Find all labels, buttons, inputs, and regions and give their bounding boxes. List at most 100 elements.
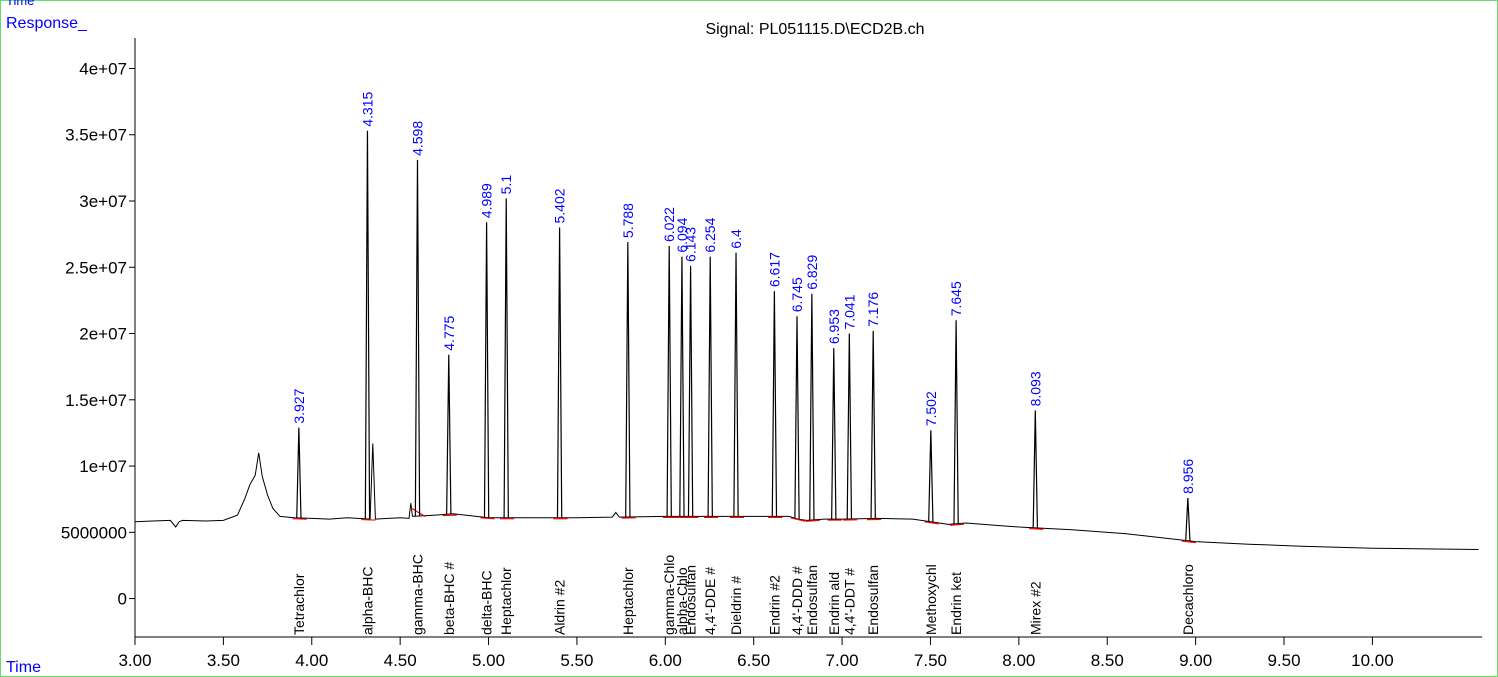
x-tick-label: 4.50 <box>384 651 417 670</box>
y-tick-label: 1.5e+07 <box>65 391 127 410</box>
y-tick-label: 3.5e+07 <box>65 126 127 145</box>
peak-time-label: 6.022 <box>661 207 677 242</box>
compound-label: Decachloro <box>1180 564 1196 635</box>
compound-label: Dieldrin # <box>728 576 744 635</box>
x-tick-label: 10.00 <box>1351 651 1394 670</box>
peak-time-label: 6.953 <box>826 309 842 344</box>
peak-time-label: 4.775 <box>441 315 457 350</box>
peak <box>414 159 421 517</box>
top-label: Time <box>6 0 34 8</box>
peak <box>625 242 631 517</box>
x-tick-label: 7.50 <box>914 651 947 670</box>
peak <box>1032 410 1039 528</box>
x-tick-label: 6.00 <box>649 651 682 670</box>
peak <box>556 227 563 518</box>
peak <box>364 130 371 520</box>
peak-time-label: 5.402 <box>552 188 568 223</box>
y-tick-label: 2e+07 <box>79 325 127 344</box>
integration-baseline <box>949 523 965 526</box>
peak <box>666 246 672 517</box>
integration-baseline <box>1181 540 1196 544</box>
y-tick-label: 2.5e+07 <box>65 258 127 277</box>
compound-label: alpha-Chlo <box>674 567 690 635</box>
peak-time-label: 6.254 <box>702 217 718 252</box>
peak <box>296 427 302 519</box>
x-tick-label: 4.00 <box>295 651 328 670</box>
peak <box>809 293 815 521</box>
signal-trace <box>134 443 1479 550</box>
peak-time-label: 4.315 <box>359 92 375 127</box>
x-tick-label: 3.50 <box>207 651 240 670</box>
peak <box>483 222 490 518</box>
peak <box>679 256 685 517</box>
peak-time-label: 7.502 <box>923 391 939 426</box>
peak <box>846 333 853 519</box>
peak <box>953 320 959 524</box>
compound-label: gamma-Chlo <box>661 555 677 635</box>
peak <box>794 316 800 520</box>
compound-label: Endosulfan <box>683 565 699 635</box>
peak <box>733 252 739 517</box>
peak <box>503 198 509 518</box>
peak-time-label: 8.093 <box>1027 371 1043 406</box>
compound-label: delta-BHC <box>479 570 495 635</box>
x-tick-label: 9.00 <box>1179 651 1212 670</box>
peak-time-label: 8.956 <box>1180 459 1196 494</box>
peak <box>687 265 694 517</box>
compound-label: gamma-BHC <box>409 554 425 635</box>
compound-label: beta-BHC # <box>441 562 457 635</box>
peak <box>1185 497 1191 541</box>
peak-time-label: 6.143 <box>683 227 699 262</box>
peak-time-label: 6.094 <box>674 217 690 252</box>
y-tick-label: 0 <box>118 590 127 609</box>
chart-title: Signal: PL051115.D\ECD2B.ch <box>705 21 924 38</box>
x-tick-label: 9.50 <box>1267 651 1300 670</box>
integration-baseline <box>292 517 307 520</box>
peak <box>928 430 934 523</box>
integration-baseline <box>1029 527 1044 530</box>
peak-time-label: 7.645 <box>948 281 964 316</box>
compound-label: 4,4'-DDD # <box>789 566 805 635</box>
x-tick-label: 7.00 <box>826 651 859 670</box>
compound-label: Endosulfan <box>804 565 820 635</box>
integration-baseline <box>361 518 376 521</box>
compound-label: 4,4'-DDE # <box>702 567 718 635</box>
y-tick-label: 1e+07 <box>79 457 127 476</box>
peak-time-label: 6.745 <box>789 277 805 312</box>
y-tick-label: 5000000 <box>61 523 127 542</box>
peak-time-label: 6.829 <box>804 255 820 290</box>
integration-baseline <box>805 519 820 522</box>
peak-time-label: 5.1 <box>498 175 514 195</box>
x-tick-label: 8.00 <box>1002 651 1035 670</box>
y-axis-label: Response_ <box>6 15 88 32</box>
peak-time-label: 4.989 <box>479 183 495 218</box>
x-tick-label: 5.00 <box>472 651 505 670</box>
peak-time-label: 4.598 <box>409 121 425 156</box>
x-tick-label: 6.50 <box>737 651 770 670</box>
compound-label: Tetrachlor <box>291 573 307 635</box>
compound-label: Heptachlor <box>620 567 636 635</box>
peak <box>870 330 876 519</box>
x-axis-label: Time <box>6 659 41 676</box>
compound-label: Aldrin #2 <box>552 580 568 635</box>
y-tick-label: 3e+07 <box>79 192 127 211</box>
peak <box>446 354 452 515</box>
peak-time-label: 6.4 <box>728 229 744 249</box>
peak-time-label: 3.927 <box>291 388 307 423</box>
peak <box>707 256 713 517</box>
x-tick-label: 5.50 <box>560 651 593 670</box>
compound-label: Heptachlor <box>498 567 514 635</box>
integration-baseline <box>924 521 939 525</box>
compound-label: Methoxychl <box>923 564 939 635</box>
peak <box>771 291 778 517</box>
compound-label: 4,4'-DDT # <box>841 568 857 635</box>
integration-baseline <box>410 507 426 518</box>
y-tick-label: 4e+07 <box>79 59 127 78</box>
compound-label: Endrin ket <box>948 572 964 635</box>
compound-label: Mirex #2 <box>1027 581 1043 635</box>
integration-baseline <box>480 517 495 520</box>
x-tick-label: 3.00 <box>118 651 151 670</box>
compound-label: Endrin #2 <box>766 575 782 635</box>
